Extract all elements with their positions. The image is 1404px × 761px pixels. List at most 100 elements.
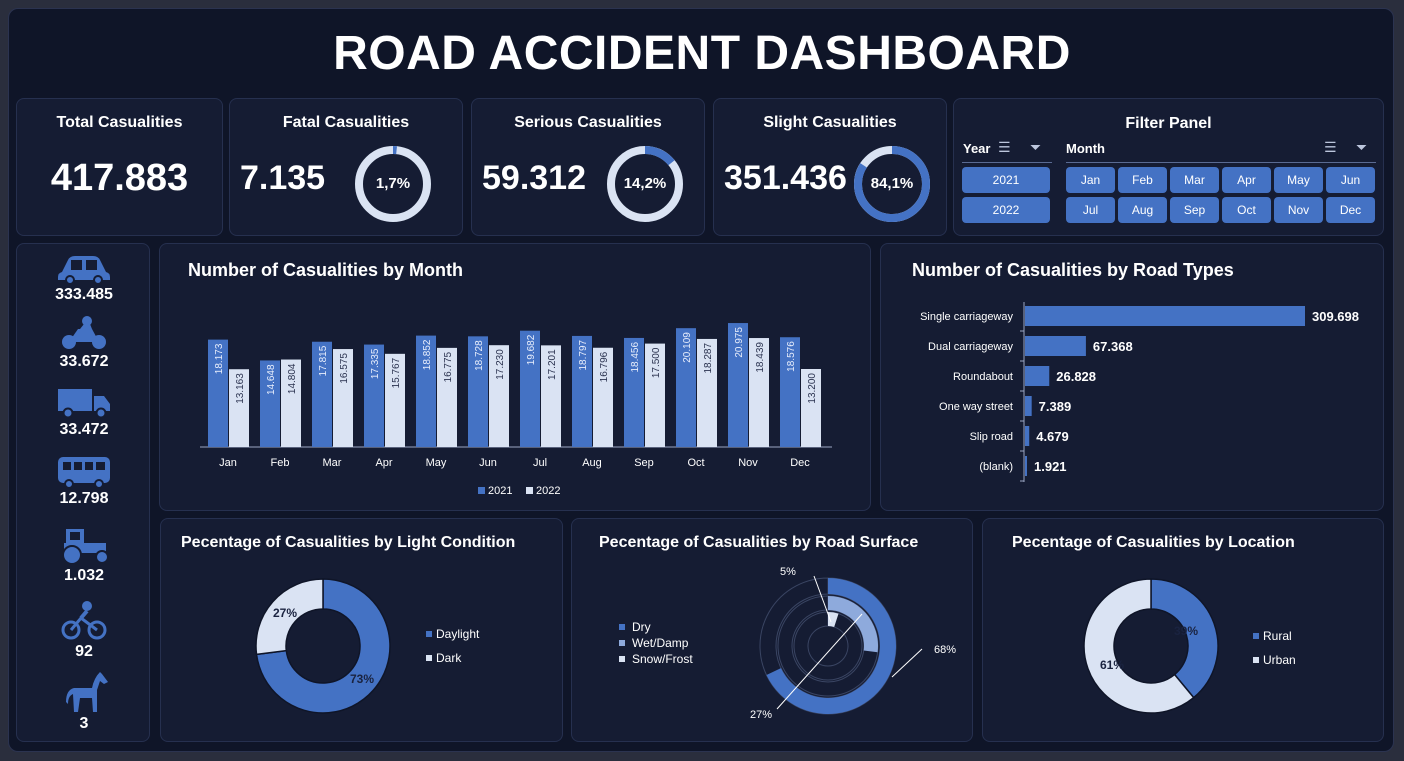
kpi-donut-arc bbox=[607, 146, 683, 222]
x-tick-label: Apr bbox=[375, 457, 392, 469]
kpi-donut-arc bbox=[854, 146, 930, 222]
kpi-slight-donut bbox=[854, 146, 930, 222]
bar-data-label: 17.815 bbox=[318, 345, 329, 376]
month-slicer-label: Month bbox=[1066, 141, 1105, 156]
legend-label: Wet/Damp bbox=[632, 636, 689, 650]
y-tick-label: Slip road bbox=[970, 431, 1013, 443]
bar-data-label: 20.109 bbox=[682, 332, 693, 363]
leader-line bbox=[776, 613, 863, 710]
kpi-serious-pct: 14,2% bbox=[623, 175, 667, 192]
year-button-2022[interactable]: 2022 bbox=[962, 197, 1050, 223]
donut-slice-urban bbox=[1083, 578, 1195, 714]
bar-2021-dec bbox=[780, 337, 800, 447]
bar-2022-apr bbox=[385, 353, 405, 447]
bar-data-label: 18.173 bbox=[214, 343, 225, 374]
bar-2021-may bbox=[416, 335, 436, 447]
month-button-aug[interactable]: Aug bbox=[1118, 197, 1167, 223]
bar-2022-jun bbox=[489, 345, 509, 447]
multi-select-icon[interactable]: ☰ bbox=[1324, 139, 1337, 155]
kpi-fatal-pct: 1,7% bbox=[375, 175, 411, 192]
bar-data-label: 18.797 bbox=[578, 339, 589, 370]
month-button-may[interactable]: May bbox=[1274, 167, 1323, 193]
road-surface-card: Pecentage of Casualities by Road Surface… bbox=[571, 518, 973, 742]
clear-filter-icon[interactable]: ⏷ bbox=[1030, 139, 1042, 155]
bar-data-label: 18.576 bbox=[786, 341, 797, 372]
legend-swatch bbox=[619, 656, 625, 662]
horse-casualties: 3 bbox=[79, 715, 89, 732]
kpi-serious-label: Serious Casualities bbox=[514, 114, 662, 131]
y-tick-label: (blank) bbox=[979, 461, 1013, 473]
bar-data-label: 16.775 bbox=[443, 351, 454, 382]
bar-2022-jul bbox=[541, 345, 561, 447]
x-tick-label: Jun bbox=[479, 457, 497, 469]
x-tick-label: Sep bbox=[634, 457, 654, 469]
bar-2021-jul bbox=[520, 330, 540, 447]
radial-track bbox=[777, 595, 879, 697]
bar-data-label: 16.575 bbox=[339, 353, 350, 384]
bar-data-label: 13.200 bbox=[807, 373, 818, 404]
filter-panel: Filter Panel Year ☰ ⏷ 2021 2022 Month ☰ … bbox=[953, 98, 1384, 236]
year-button-2021[interactable]: 2021 bbox=[962, 167, 1050, 193]
bar-2021-jun bbox=[468, 336, 488, 447]
month-button-nov[interactable]: Nov bbox=[1274, 197, 1323, 223]
month-chart-card: Number of Casualities by Month 18.173 13.… bbox=[159, 243, 871, 511]
month-button-feb[interactable]: Feb bbox=[1118, 167, 1167, 193]
kpi-slight-value: 351.436 bbox=[724, 159, 847, 197]
dashboard-title: ROAD ACCIDENT DASHBOARD bbox=[333, 27, 1071, 80]
bar-data-label: 17.230 bbox=[495, 349, 506, 380]
month-button-oct[interactable]: Oct bbox=[1222, 197, 1271, 223]
legend-label: Dark bbox=[436, 651, 462, 665]
bar-2021-aug bbox=[572, 335, 592, 447]
y-tick-label: Dual carriageway bbox=[928, 341, 1013, 353]
motorcycle-casualties: 33.672 bbox=[59, 353, 109, 370]
legend-swatch-2022 bbox=[526, 487, 533, 494]
month-button-mar[interactable]: Mar bbox=[1170, 167, 1219, 193]
donut-data-label: 5% bbox=[780, 566, 796, 578]
light-condition-title: Pecentage of Casualities by Light Condit… bbox=[181, 534, 516, 551]
month-button-dec[interactable]: Dec bbox=[1326, 197, 1375, 223]
month-button-jan[interactable]: Jan bbox=[1066, 167, 1115, 193]
legend-swatch bbox=[1253, 633, 1259, 639]
y-tick-label: Single carriageway bbox=[920, 311, 1013, 323]
truck-icon bbox=[58, 389, 110, 419]
donut-slice-rural bbox=[1150, 578, 1219, 699]
legend-label: 2022 bbox=[536, 485, 560, 497]
bar-road-type bbox=[1025, 456, 1027, 476]
bar-road-type bbox=[1025, 306, 1305, 326]
legend-swatch bbox=[426, 631, 432, 637]
location-title: Pecentage of Casualities by Location bbox=[1012, 534, 1295, 551]
radial-bar-snow-frost bbox=[828, 612, 839, 627]
x-tick-label: Jan bbox=[219, 457, 237, 469]
vehicle-panel: 333.485 33.672 33.472 12.798 1.032 92 3 bbox=[16, 243, 150, 742]
bar-road-type bbox=[1025, 396, 1032, 416]
bar-data-label: 18.728 bbox=[474, 340, 485, 371]
kpi-fatal-card: Fatal Casualities 7.135 1,7% bbox=[229, 98, 463, 236]
y-tick-label: One way street bbox=[939, 401, 1013, 413]
bar-data-label: 17.201 bbox=[547, 349, 558, 380]
legend-label: Urban bbox=[1263, 653, 1296, 667]
road-type-chart-title: Number of Casualities by Road Types bbox=[912, 260, 1234, 280]
kpi-serious-value: 59.312 bbox=[482, 159, 586, 197]
donut-data-label: 61% bbox=[1100, 658, 1124, 672]
motorcycle-icon bbox=[62, 316, 106, 349]
kpi-slight-pct: 84,1% bbox=[870, 175, 914, 192]
legend-swatch bbox=[1253, 657, 1259, 663]
bar-data-label: 1.921 bbox=[1034, 459, 1067, 474]
bar-2021-jan bbox=[208, 339, 228, 447]
bar-data-label: 16.796 bbox=[599, 351, 610, 382]
month-button-jun[interactable]: Jun bbox=[1326, 167, 1375, 193]
road-type-bar-chart: Single carriageway 309.698 Dual carriagewa… bbox=[920, 302, 1359, 482]
donut-data-label: 27% bbox=[273, 606, 297, 620]
month-button-sep[interactable]: Sep bbox=[1170, 197, 1219, 223]
multi-select-icon[interactable]: ☰ bbox=[998, 139, 1011, 155]
bar-2022-jan bbox=[229, 369, 249, 447]
legend-label: 2021 bbox=[488, 485, 512, 497]
month-button-jul[interactable]: Jul bbox=[1066, 197, 1115, 223]
bar-data-label: 14.804 bbox=[287, 363, 298, 394]
month-button-apr[interactable]: Apr bbox=[1222, 167, 1271, 193]
bar-2022-mar bbox=[333, 349, 353, 447]
clear-filter-icon[interactable]: ⏷ bbox=[1356, 139, 1368, 155]
bar-road-type bbox=[1025, 426, 1030, 446]
bus-icon bbox=[58, 457, 110, 489]
location-card: Pecentage of Casualities by Location 39%… bbox=[982, 518, 1384, 742]
